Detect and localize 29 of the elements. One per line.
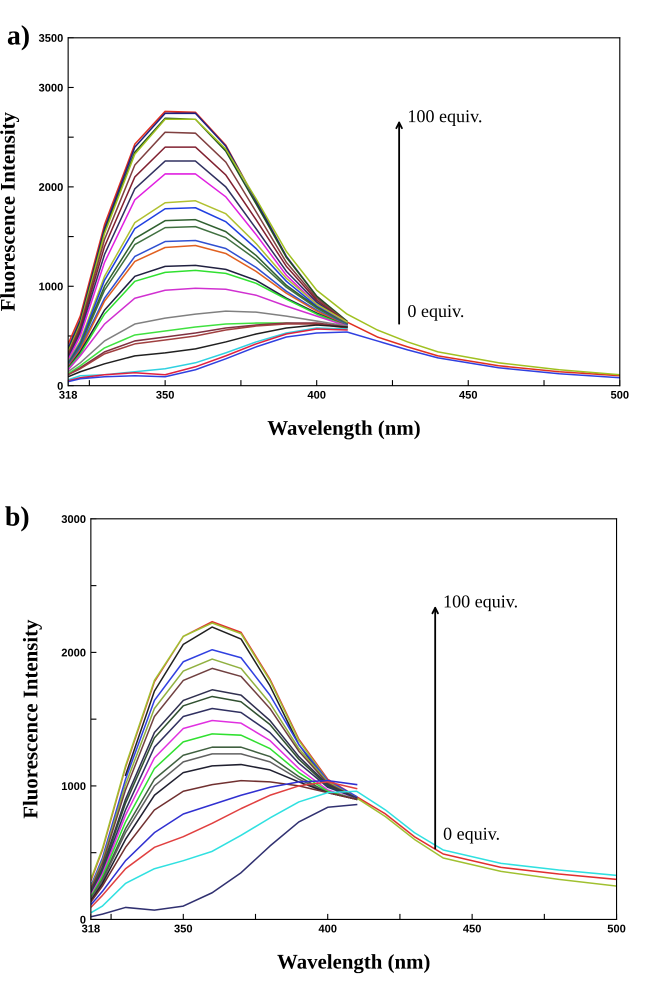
y-tick-label: 3000 [38,84,63,92]
y-tick-label: 3500 [38,34,63,42]
x-tick-label: 450 [459,390,478,399]
y-tick-label: 1000 [39,282,63,290]
x-tick-label: 318 [59,390,78,399]
y-tick-label: 0 [80,916,86,924]
x-tick-label: 350 [174,924,192,932]
annotation: 0 equiv. [408,304,464,321]
y-axis-title: Fluorescence Intensity [22,620,42,818]
x-tick-label: 450 [463,924,481,932]
y-axis-title: Fluorescence Intensity [0,112,20,311]
x-tick-label: 500 [608,924,626,932]
x-tick-label: 400 [318,924,337,932]
y-tick-label: 2000 [62,648,86,657]
x-tick-label: 318 [82,924,100,932]
annotation: 0 equiv. [444,828,499,844]
x-tick-label: 400 [308,390,326,399]
x-tick-label: 350 [156,390,174,399]
x-axis-title: Wavelength (nm) [268,420,420,440]
y-tick-label: 0 [58,382,63,390]
y-tick-label: 2000 [38,183,63,192]
annotation: 100 equiv. [409,110,482,126]
chart-title: a) [8,25,29,50]
x-axis-title: Wavelength (nm) [277,954,430,974]
x-tick-label: 500 [610,390,629,399]
y-tick-label: 1000 [62,782,86,790]
chart-title: b) [5,506,28,532]
y-tick-label: 3000 [62,515,86,524]
annotation: 100 equiv. [444,595,517,612]
